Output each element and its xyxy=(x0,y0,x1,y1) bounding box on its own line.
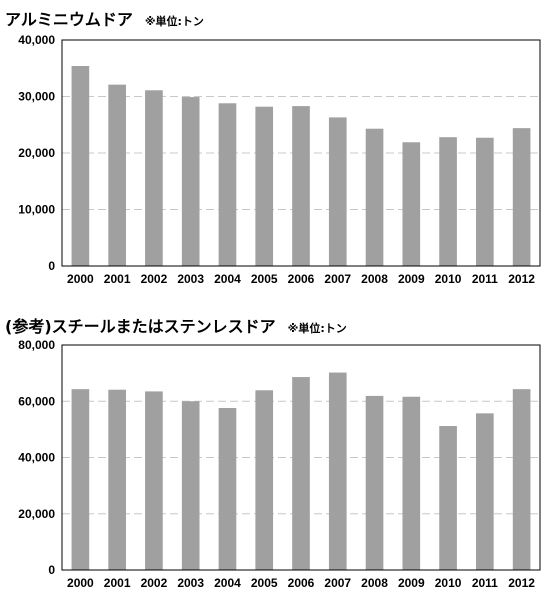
bar-chart-aluminum: 0 10,000 20,000 30,000 40,000 2000 2001 2002 200… xyxy=(18,33,541,286)
x-tick-label: 2007 xyxy=(324,272,351,286)
y-tick-label: 20,000 xyxy=(18,146,55,160)
bar xyxy=(402,396,421,570)
x-tick-label: 2009 xyxy=(398,272,425,286)
x-tick-label: 2002 xyxy=(141,576,168,590)
y-tick-label: 40,000 xyxy=(18,451,55,465)
y-tick-label: 80,000 xyxy=(18,338,55,352)
x-tick-label: 2005 xyxy=(251,576,278,590)
x-tick-label: 2010 xyxy=(435,272,462,286)
x-tick-label: 2011 xyxy=(472,272,498,286)
bar xyxy=(328,117,347,266)
bar xyxy=(71,389,90,570)
x-tick-label: 2008 xyxy=(361,576,388,590)
x-tick-label: 2002 xyxy=(141,272,168,286)
bar xyxy=(512,389,531,570)
bar xyxy=(145,90,163,266)
y-tick-label: 0 xyxy=(48,563,55,577)
bar xyxy=(108,389,126,570)
bar xyxy=(439,137,457,266)
y-tick-label: 10,000 xyxy=(18,203,55,217)
bar xyxy=(218,103,237,266)
bar xyxy=(476,413,494,570)
unit-note: ※単位:トン xyxy=(144,15,204,28)
x-tick-label: 2010 xyxy=(435,576,462,590)
bar xyxy=(108,84,126,266)
x-tick-label: 2003 xyxy=(177,576,204,590)
bar xyxy=(476,137,494,266)
chart-title-text: アルミニウムドア xyxy=(5,10,133,29)
y-tick-label: 60,000 xyxy=(18,394,55,408)
bar xyxy=(439,426,457,570)
bar xyxy=(365,395,384,570)
x-tick-label: 2001 xyxy=(104,272,131,286)
y-tick-label: 0 xyxy=(48,259,55,273)
bar xyxy=(365,128,384,266)
bar xyxy=(71,65,90,267)
y-tick-label: 40,000 xyxy=(18,33,55,47)
x-tick-label: 2004 xyxy=(214,272,241,286)
bar xyxy=(218,408,237,570)
bar xyxy=(255,106,274,266)
bar xyxy=(145,391,163,570)
x-tick-label: 2007 xyxy=(324,576,351,590)
chart-title-text: (参考)スチールまたはステンレスドア xyxy=(5,317,276,336)
x-tick-label: 2001 xyxy=(104,576,131,590)
x-tick-label: 2012 xyxy=(508,272,535,286)
x-tick-label: 2012 xyxy=(508,576,535,590)
plot-frame xyxy=(61,39,541,267)
bar xyxy=(328,372,347,570)
x-tick-label: 2005 xyxy=(251,272,278,286)
unit-note: ※単位:トン xyxy=(287,322,347,335)
bar xyxy=(292,106,310,266)
x-tick-label: 2004 xyxy=(214,576,241,590)
x-tick-label: 2009 xyxy=(398,576,425,590)
bar xyxy=(402,142,421,266)
bar xyxy=(255,390,274,570)
x-tick-label: 2011 xyxy=(472,576,498,590)
plot-frame xyxy=(61,344,541,571)
y-tick-label: 30,000 xyxy=(18,90,55,104)
x-tick-label: 2008 xyxy=(361,272,388,286)
bar xyxy=(181,97,200,266)
x-tick-label: 2006 xyxy=(288,272,315,286)
bar xyxy=(181,401,200,570)
y-tick-label: 20,000 xyxy=(18,507,55,521)
x-tick-label: 2000 xyxy=(67,576,94,590)
chart-title-steel: (参考)スチールまたはステンレスドア ※単位:トン xyxy=(5,313,347,337)
chart-title-aluminum: アルミニウムドア ※単位:トン xyxy=(5,6,204,30)
x-tick-label: 2003 xyxy=(177,272,204,286)
x-tick-label: 2000 xyxy=(67,272,94,286)
bar xyxy=(512,128,531,266)
bar xyxy=(292,377,310,570)
x-tick-label: 2006 xyxy=(288,576,315,590)
